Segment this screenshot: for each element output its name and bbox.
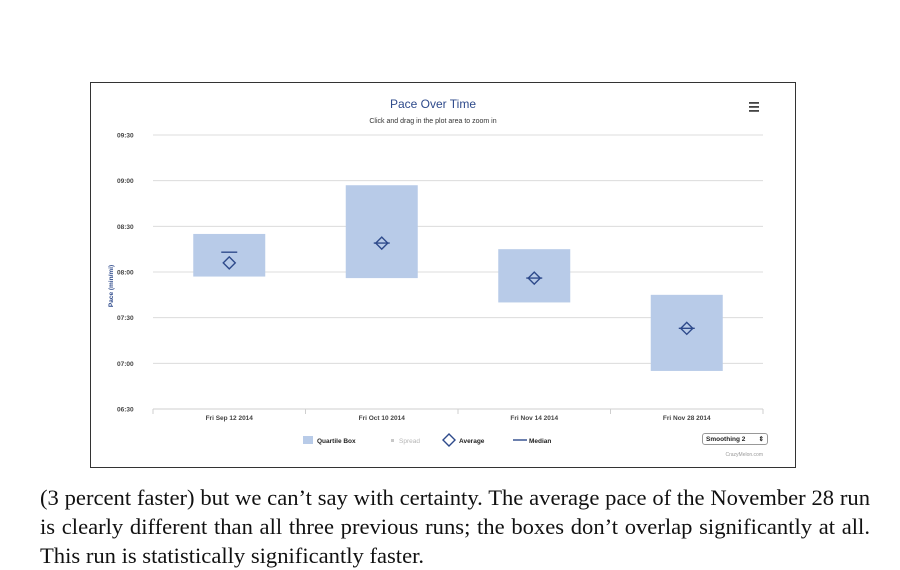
average-marker (527, 271, 542, 286)
hamburger-menu-icon[interactable] (747, 100, 761, 114)
legend-swatch-average (442, 433, 456, 447)
y-axis-ticks: 09:30 09:00 08:30 08:00 07:30 07:00 06:30 (117, 133, 134, 414)
y-tick-label: 08:00 (117, 270, 134, 277)
y-tick-label: 08:30 (117, 224, 134, 231)
average-marker (222, 255, 237, 270)
quartile-boxes (193, 185, 723, 371)
legend-swatch-quartile-box (303, 436, 313, 444)
smoothing-select[interactable]: Smoothing 2 ⇕ (702, 433, 768, 445)
y-axis-title: Pace (min/mi) (108, 265, 115, 307)
x-tick-label: Fri Nov 14 2014 (510, 415, 558, 422)
quartile-box (345, 185, 418, 279)
y-tick-label: 06:30 (117, 407, 134, 414)
y-tick-label: 07:00 (117, 361, 134, 368)
body-text: (3 percent faster) but we can’t say with… (40, 485, 870, 568)
legend-label-median: Median (529, 438, 551, 445)
legend-label-average: Average (459, 438, 485, 445)
legend-swatch-spread (391, 439, 394, 442)
smoothing-select-value: Smoothing 2 (706, 435, 746, 443)
legend-label-spread: Spread (399, 438, 420, 445)
x-tick-label: Fri Nov 28 2014 (663, 415, 711, 422)
legend-item-median[interactable]: Median (513, 438, 551, 445)
chart-svg: Pace Over Time Click and drag in the plo… (108, 97, 764, 458)
y-tick-label: 09:00 (117, 178, 134, 185)
x-tick-label: Fri Sep 12 2014 (206, 415, 254, 422)
chart-figure: Pace Over Time Click and drag in the plo… (90, 82, 796, 468)
average-marker (374, 236, 389, 251)
y-tick-label: 07:30 (117, 315, 134, 322)
x-tick-label: Fri Oct 10 2014 (359, 415, 406, 422)
x-axis-ticks: Fri Sep 12 2014 Fri Oct 10 2014 Fri Nov 14… (152, 409, 764, 422)
y-tick-label: 09:30 (117, 133, 134, 140)
quartile-box (498, 249, 571, 303)
average-marker (679, 321, 694, 336)
legend-item-spread[interactable]: Spread (391, 438, 420, 445)
chart-credit: CrazyMelon.com (725, 452, 763, 458)
chart-title: Pace Over Time (390, 97, 476, 111)
legend-label-quartile-box: Quartile Box (317, 438, 356, 445)
select-arrows-icon: ⇕ (758, 436, 764, 443)
chart-legend: Quartile Box Spread Average Median (303, 433, 551, 447)
legend-item-average[interactable]: Average (442, 433, 485, 447)
legend-item-quartile-box[interactable]: Quartile Box (303, 436, 356, 445)
series-markers (221, 236, 695, 336)
chart-subtitle: Click and drag in the plot area to zoom … (369, 118, 496, 125)
quartile-box (193, 233, 266, 277)
quartile-box (650, 294, 723, 371)
